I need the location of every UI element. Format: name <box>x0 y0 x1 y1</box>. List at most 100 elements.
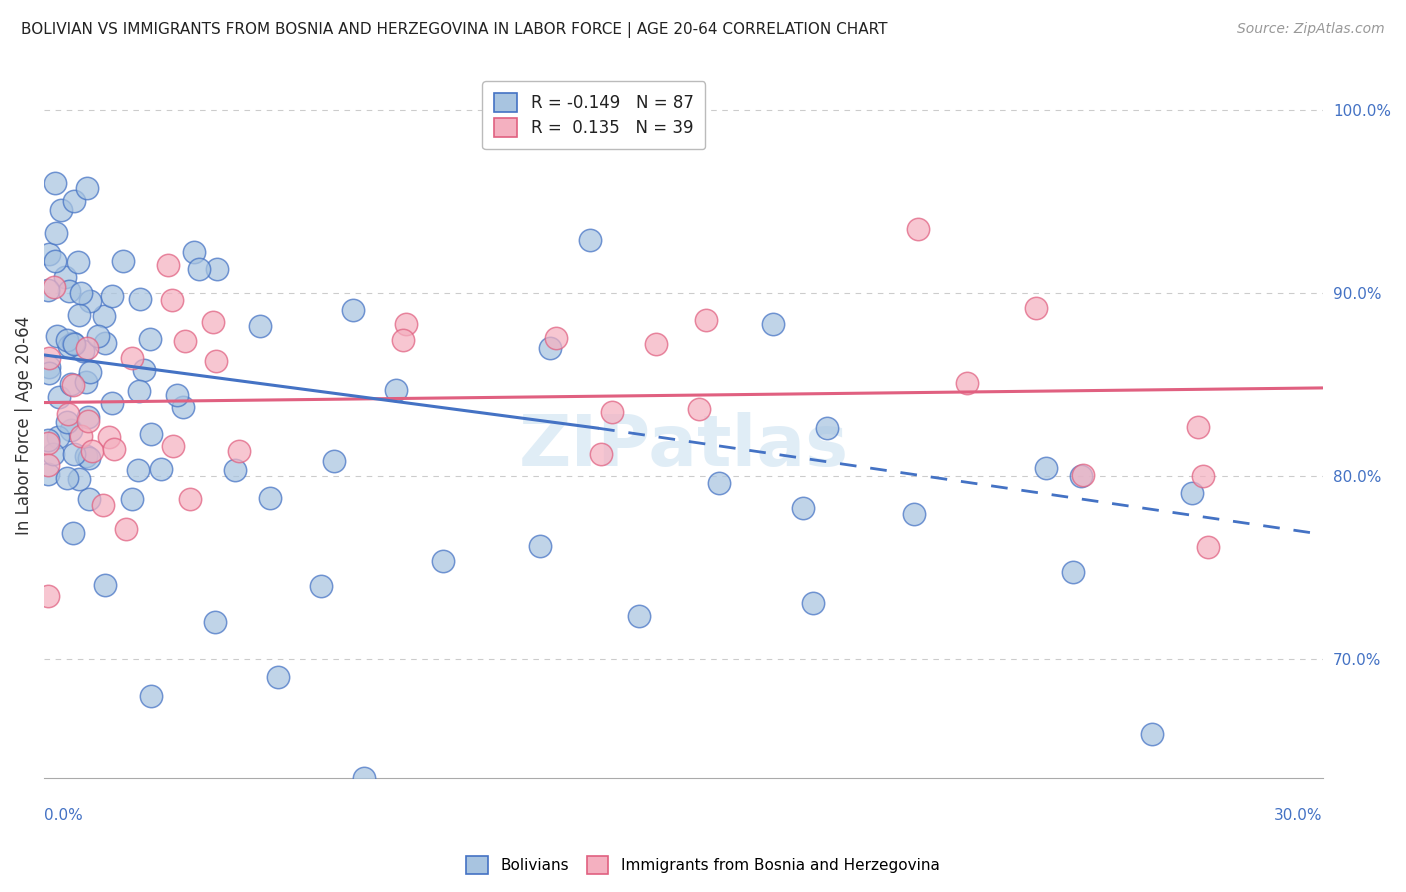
Point <box>45 227 67 241</box>
Point <box>115 523 138 537</box>
Point <box>79 492 101 507</box>
Legend: Bolivians, Immigrants from Bosnia and Herzegovina: Bolivians, Immigrants from Bosnia and He… <box>460 850 946 880</box>
Point <box>1025 301 1047 315</box>
Point <box>762 317 785 331</box>
Point <box>58 284 80 298</box>
Point <box>579 233 602 247</box>
Point <box>353 771 375 785</box>
Point <box>801 596 824 610</box>
Point <box>160 293 183 308</box>
Point <box>628 609 651 624</box>
Point <box>38 246 60 260</box>
Point <box>93 336 115 351</box>
Point <box>38 359 60 374</box>
Point <box>228 444 250 458</box>
Point <box>38 366 60 380</box>
Point <box>62 378 84 392</box>
Point <box>37 283 59 297</box>
Point <box>205 262 228 277</box>
Point <box>1070 469 1092 483</box>
Point <box>1071 467 1094 482</box>
Point <box>162 439 184 453</box>
Point <box>112 253 135 268</box>
Point <box>49 203 72 218</box>
Point <box>63 194 86 209</box>
Point <box>1187 419 1209 434</box>
Point <box>63 447 86 461</box>
Point <box>645 337 668 351</box>
Point <box>432 554 454 568</box>
Point <box>37 458 59 473</box>
Point <box>589 447 612 461</box>
Point <box>529 539 551 553</box>
Point <box>1181 486 1204 500</box>
Point <box>79 293 101 308</box>
Point <box>394 317 416 331</box>
Point <box>188 262 211 277</box>
Point <box>37 433 59 447</box>
Point <box>385 383 408 397</box>
Point <box>956 376 979 390</box>
Point <box>224 463 246 477</box>
Point <box>600 405 623 419</box>
Point <box>127 462 149 476</box>
Point <box>56 333 79 347</box>
Legend: R = -0.149   N = 87, R =  0.135   N = 39: R = -0.149 N = 87, R = 0.135 N = 39 <box>482 81 706 149</box>
Point <box>1062 566 1084 580</box>
Point <box>62 337 84 351</box>
Point <box>259 491 281 506</box>
Point <box>38 351 60 365</box>
Point <box>44 254 66 268</box>
Point <box>53 270 76 285</box>
Point <box>42 447 65 461</box>
Point <box>173 334 195 349</box>
Point <box>77 409 100 424</box>
Point <box>97 430 120 444</box>
Point <box>138 332 160 346</box>
Point <box>179 491 201 506</box>
Point <box>91 499 114 513</box>
Point <box>204 615 226 630</box>
Point <box>538 341 561 355</box>
Point <box>183 244 205 259</box>
Point <box>62 525 84 540</box>
Text: 0.0%: 0.0% <box>44 808 83 823</box>
Point <box>72 343 94 358</box>
Text: 30.0%: 30.0% <box>1274 808 1323 823</box>
Point <box>134 363 156 377</box>
Point <box>76 342 98 356</box>
Point <box>103 442 125 456</box>
Point <box>342 302 364 317</box>
Point <box>322 454 344 468</box>
Point <box>60 423 83 437</box>
Point <box>101 289 124 303</box>
Point <box>157 258 180 272</box>
Point <box>101 396 124 410</box>
Point <box>80 444 103 458</box>
Point <box>817 421 839 435</box>
Point <box>707 476 730 491</box>
Point <box>37 467 59 482</box>
Point <box>58 339 80 353</box>
Point <box>75 449 97 463</box>
Point <box>56 415 79 429</box>
Point <box>59 377 82 392</box>
Point <box>166 388 188 402</box>
Point <box>77 414 100 428</box>
Point <box>695 313 717 327</box>
Point <box>93 309 115 323</box>
Point <box>94 578 117 592</box>
Point <box>249 318 271 333</box>
Point <box>544 331 567 345</box>
Point <box>37 589 59 603</box>
Point <box>139 689 162 703</box>
Point <box>202 315 225 329</box>
Point <box>79 365 101 379</box>
Point <box>77 451 100 466</box>
Point <box>76 181 98 195</box>
Point <box>172 400 194 414</box>
Point <box>267 670 290 684</box>
Point <box>70 285 93 300</box>
Point <box>37 436 59 450</box>
Point <box>75 375 97 389</box>
